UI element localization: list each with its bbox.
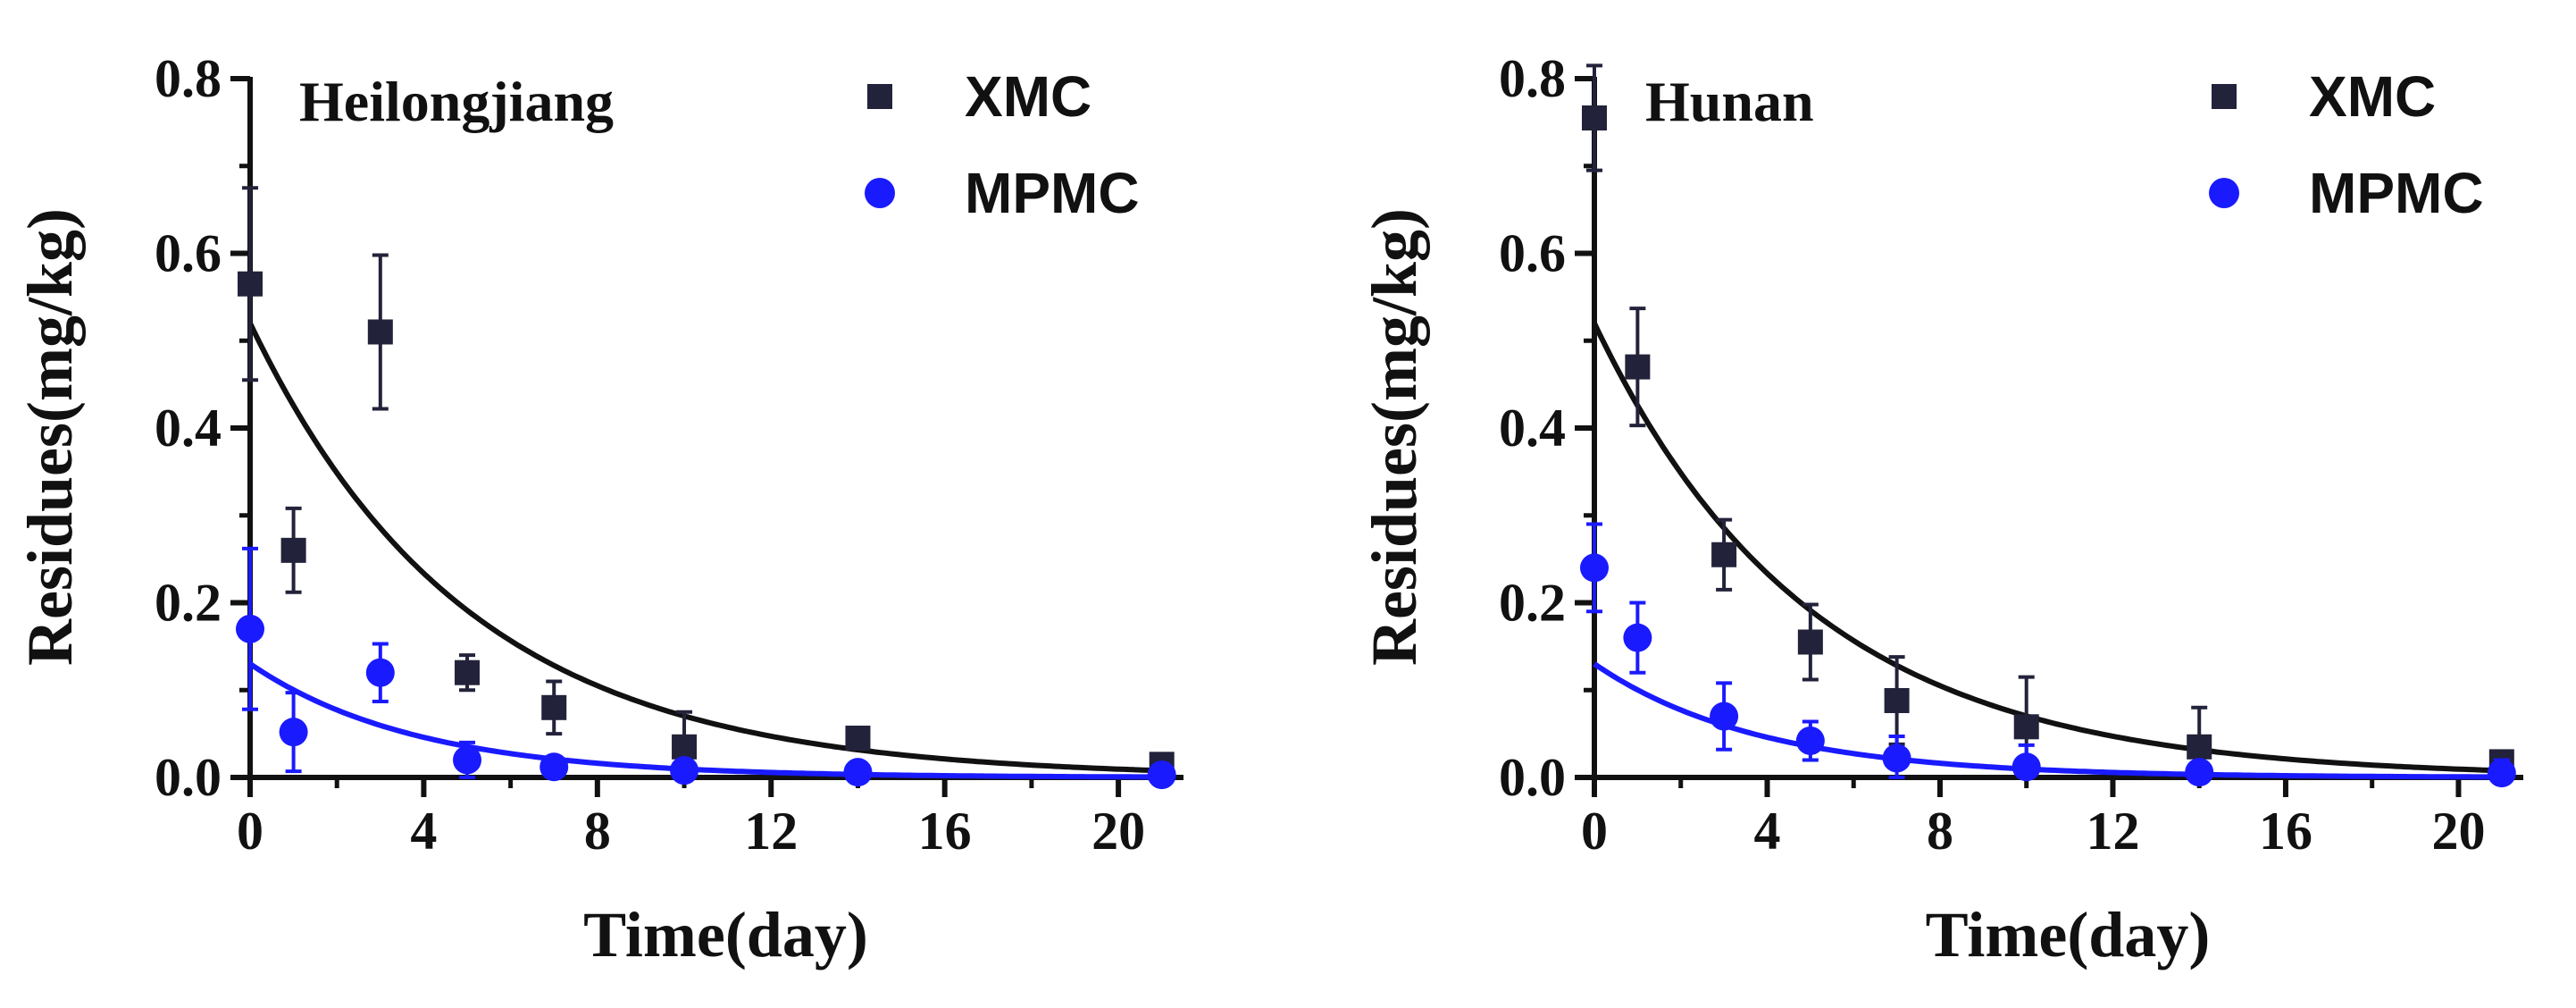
data-point-xmc [280,537,306,563]
data-point-xmc [2187,734,2212,760]
legend-marker-mpmc [865,178,895,208]
x-tick-label: 4 [1753,802,1780,861]
data-point-mpmc [1882,743,1911,773]
y-tick-label: 0.0 [155,748,222,807]
data-point-xmc [845,726,871,752]
y-tick-label: 0.2 [1499,574,1566,633]
fit-curve-mpmc [248,661,1171,780]
data-point-xmc [1711,542,1737,567]
legend-marker-xmc [867,84,892,109]
data-point-xmc [1582,105,1607,130]
y-tick-label: 0.2 [155,574,222,633]
data-point-mpmc [365,658,395,687]
x-tick-label: 8 [584,802,611,861]
legend-marker-xmc [2212,84,2237,109]
x-tick-label: 12 [744,802,798,861]
chart-title: Heilongjiang [299,70,614,133]
x-tick-label: 8 [1927,802,1953,861]
legend-label-mpmc: MPMC [2309,161,2484,225]
data-point-mpmc [236,614,264,643]
data-point-mpmc [279,718,308,747]
fit-curve-xmc [247,322,1171,774]
data-point-mpmc [1710,701,1739,731]
data-point-xmc [672,734,698,760]
chart-panel-2: 0.0 0.2 0.4 0.6 0.8 0 4 8 12 16 20 Time(day) Residue… [1359,49,2523,970]
legend-label-xmc: XMC [965,64,1091,129]
data-point-mpmc [453,745,482,775]
x-axis-label: Time(day) [1926,899,2211,970]
data-point-xmc [455,659,481,685]
data-point-xmc [1625,354,1651,380]
data-point-xmc [238,271,263,297]
data-point-mpmc [2185,758,2214,787]
chart-title: Hunan [1645,70,1814,133]
y-tick-label: 0.0 [1499,748,1566,807]
data-point-xmc [1797,629,1823,655]
data-point-xmc [541,694,567,720]
x-tick-label: 16 [918,802,972,861]
x-tick-label: 0 [1581,802,1608,861]
y-tick-label: 0.6 [1499,224,1566,283]
x-tick-label: 12 [2086,802,2139,861]
y-tick-label: 0.4 [155,399,222,458]
data-point-xmc [367,319,393,345]
x-tick-label: 0 [237,802,263,861]
x-tick-label: 16 [2259,802,2313,861]
data-point-mpmc [1580,553,1609,583]
data-point-xmc [1884,687,1910,713]
x-tick-label: 4 [410,802,437,861]
data-point-mpmc [1795,726,1825,755]
data-point-mpmc [1623,623,1652,652]
legend-marker-mpmc [2209,178,2239,208]
x-tick-label: 20 [1091,802,1145,861]
x-axis-label: Time(day) [583,899,868,970]
legend-label-mpmc: MPMC [965,161,1140,225]
x-tick-label: 20 [2431,802,2485,861]
data-point-mpmc [539,752,569,782]
data-point-mpmc [1147,760,1176,790]
data-point-mpmc [2011,752,2041,782]
y-tick-label: 0.4 [1499,399,1566,458]
legend-label-xmc: XMC [2309,64,2436,129]
data-point-mpmc [2487,759,2516,788]
y-tick-label: 0.8 [155,49,222,108]
chart-panel-1: 0.0 0.2 0.4 0.6 0.8 0 4 8 12 16 20 Time(day) Residue… [14,49,1183,970]
data-point-xmc [2013,714,2039,740]
fit-curve-mpmc [1593,661,2511,780]
y-axis-label: Residues(mg/kg) [1359,208,1430,666]
data-point-mpmc [670,756,699,785]
y-tick-label: 0.6 [155,224,222,283]
fit-curve-xmc [1592,322,2511,774]
y-tick-label: 0.8 [1499,49,1566,108]
data-point-mpmc [843,758,873,787]
y-axis-label: Residues(mg/kg) [14,208,86,666]
